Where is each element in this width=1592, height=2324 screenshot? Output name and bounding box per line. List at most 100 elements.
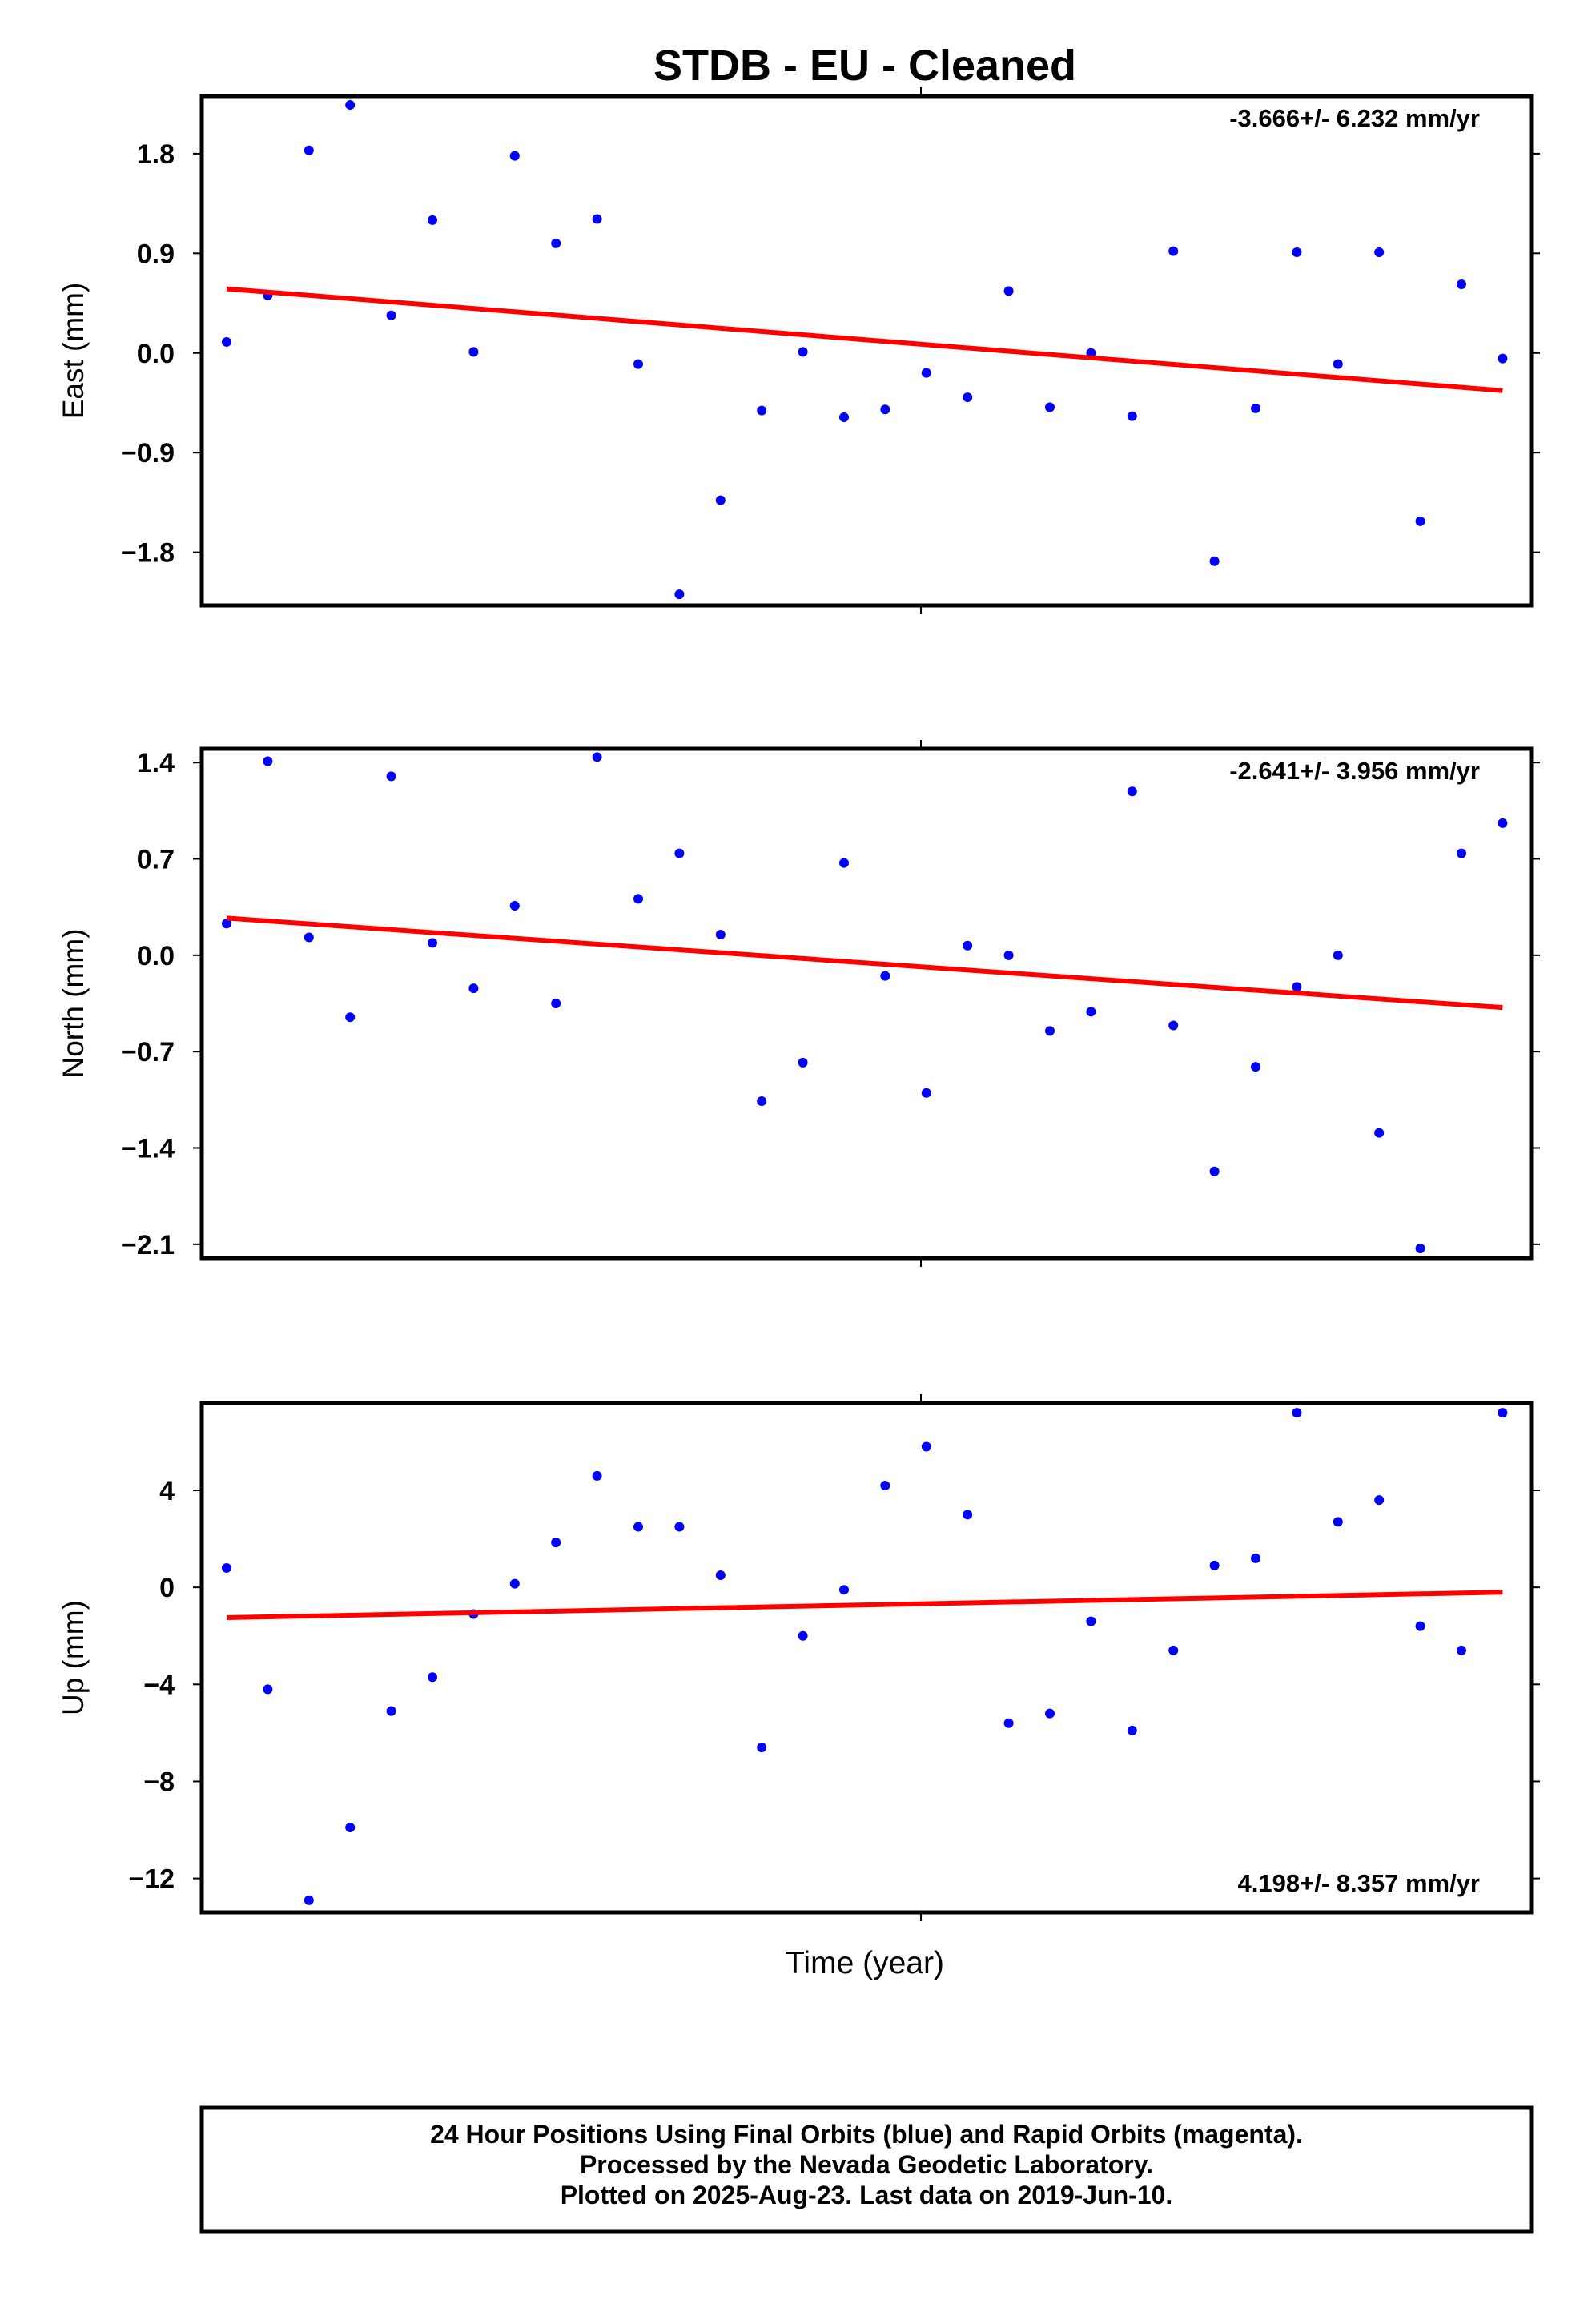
east-data-point — [1045, 402, 1055, 412]
east-data-point — [304, 145, 314, 155]
up-data-point — [880, 1480, 890, 1490]
up-data-point — [1003, 1718, 1014, 1728]
north-data-point — [386, 771, 396, 782]
up-data-point — [1045, 1708, 1055, 1719]
up-data-point — [674, 1522, 685, 1532]
east-data-point — [880, 404, 890, 415]
east-data-point — [963, 392, 973, 403]
up-panel: 4 0 −4 −8 −12 Up (mm) 4.198+/- 8.357 mm/yr — [57, 1394, 1540, 1921]
east-data-point — [1498, 353, 1508, 364]
north-data-point — [1251, 1062, 1260, 1072]
east-data-point — [1457, 279, 1466, 290]
north-plot-frame — [199, 746, 1534, 1261]
east-data-point — [428, 215, 437, 225]
y-tick-label: 0.7 — [137, 845, 175, 875]
east-data-point — [1209, 556, 1220, 566]
up-data-point — [1374, 1495, 1385, 1506]
y-tick-label: −12 — [128, 1864, 175, 1895]
up-data-point — [1415, 1621, 1425, 1631]
footer-line-3: Plotted on 2025-Aug-23. Last data on 201… — [561, 2181, 1173, 2209]
up-data-point — [345, 1823, 356, 1832]
y-tick-label: −4 — [143, 1670, 175, 1700]
up-data-point — [921, 1441, 931, 1452]
north-data-point — [839, 858, 849, 868]
up-plot-frame — [199, 1401, 1534, 1915]
east-data-point — [674, 589, 685, 600]
north-data-point — [1045, 1026, 1055, 1036]
north-data-point — [798, 1057, 808, 1068]
y-tick-label: 0 — [159, 1573, 175, 1603]
up-data-point — [222, 1562, 231, 1573]
y-tick-label: −1.8 — [121, 538, 175, 569]
up-data-point — [1333, 1517, 1343, 1527]
east-data-point — [551, 238, 561, 248]
up-data-point — [963, 1510, 973, 1520]
north-data-point — [592, 752, 602, 762]
north-data-point — [1498, 818, 1508, 828]
north-data-point — [509, 900, 520, 911]
north-data-point — [1374, 1128, 1385, 1138]
up-data-point — [1292, 1408, 1302, 1418]
north-data-point — [757, 1096, 767, 1107]
footer-box — [199, 2105, 1534, 2234]
north-trend-line — [226, 915, 1503, 1011]
up-data-point — [304, 1895, 314, 1905]
north-data-point — [921, 1088, 931, 1098]
north-data-point — [674, 848, 685, 858]
east-data-point — [386, 310, 396, 320]
east-plot-frame — [199, 94, 1534, 608]
north-data-point — [1333, 950, 1343, 960]
east-data-point — [345, 100, 356, 111]
up-y-axis-label: Up (mm) — [57, 1600, 90, 1715]
east-data-point — [633, 359, 643, 369]
north-data-point — [1086, 1007, 1096, 1017]
up-data-point — [839, 1585, 849, 1595]
footer-line-2: Processed by the Nevada Geodetic Laborat… — [580, 2150, 1153, 2179]
north-data-point — [1003, 950, 1014, 960]
up-data-point — [633, 1522, 643, 1532]
up-trend-line — [226, 1590, 1503, 1621]
up-data-point — [1251, 1553, 1260, 1563]
east-data-point — [1333, 359, 1343, 369]
north-data-point — [304, 932, 314, 943]
chart-title: STDB - EU - Cleaned — [653, 42, 1076, 90]
y-tick-label: −8 — [143, 1767, 175, 1797]
north-data-point — [1168, 1020, 1179, 1031]
east-data-point — [1374, 247, 1385, 257]
north-y-axis-label: North (mm) — [57, 928, 90, 1078]
up-data-point — [1168, 1645, 1179, 1655]
north-panel: 1.4 0.7 0.0 −0.7 −1.4 −2.1 North (mm) -2.641+/-… — [57, 740, 1540, 1267]
up-rate-label: 4.198+/- 8.357 mm/yr — [1238, 1869, 1480, 1897]
east-data-point — [1003, 286, 1014, 296]
up-data-point — [1209, 1560, 1220, 1570]
east-data-point — [715, 495, 726, 505]
up-data-point — [715, 1570, 726, 1581]
up-data-point — [551, 1538, 561, 1548]
east-y-axis-label: East (mm) — [57, 283, 90, 420]
y-tick-label: 1.8 — [137, 139, 175, 170]
east-data-point — [757, 405, 767, 416]
north-data-point — [263, 756, 273, 766]
east-data-point — [798, 347, 808, 357]
up-data-point — [509, 1578, 520, 1589]
y-tick-label: −1.4 — [121, 1133, 175, 1164]
y-tick-label: 0.9 — [137, 239, 175, 269]
y-tick-label: −0.7 — [121, 1037, 175, 1068]
north-data-point — [468, 983, 479, 994]
north-data-point — [1127, 786, 1137, 797]
north-data-point — [633, 894, 643, 904]
north-data-point — [222, 919, 231, 929]
y-tick-label: 0.0 — [137, 941, 175, 971]
y-tick-label: 0.0 — [137, 339, 175, 369]
up-data-point — [798, 1630, 808, 1641]
east-rate-label: -3.666+/- 6.232 mm/yr — [1229, 104, 1480, 132]
north-data-point — [1209, 1166, 1220, 1176]
east-data-point — [509, 151, 520, 161]
east-data-point — [592, 214, 602, 224]
north-data-point — [1292, 982, 1302, 992]
up-data-point — [428, 1672, 437, 1683]
east-data-point — [222, 336, 231, 347]
east-data-point — [468, 347, 479, 357]
north-rate-label: -2.641+/- 3.956 mm/yr — [1229, 757, 1480, 785]
